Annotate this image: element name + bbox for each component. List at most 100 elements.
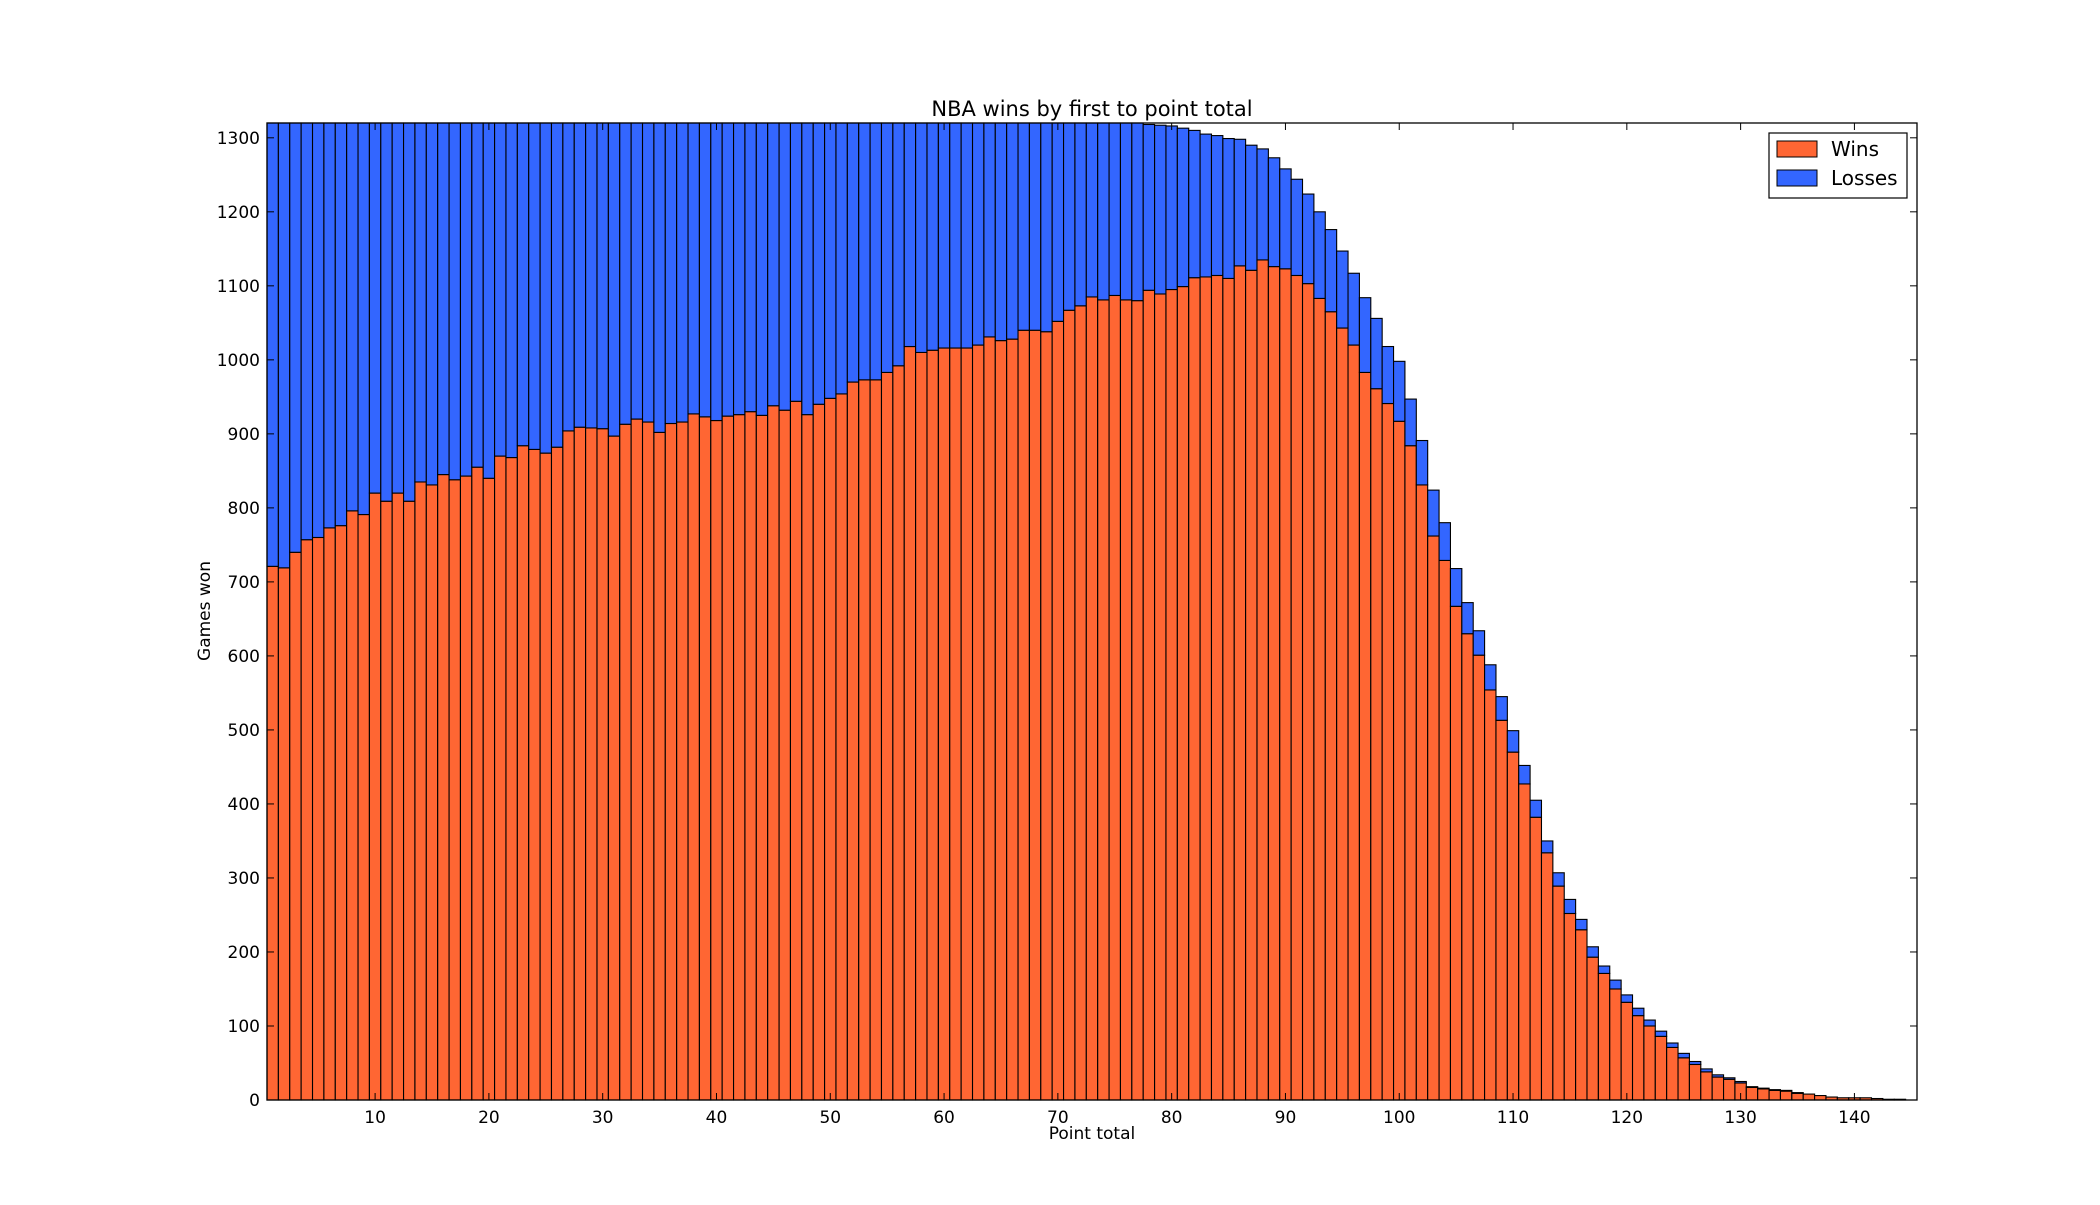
bar-wins-78 [1142,289,1156,1101]
bar-losses-30 [596,122,609,430]
bar-losses-97 [1358,297,1372,373]
bar-losses-66 [1006,122,1019,340]
bar-losses-55 [880,122,894,373]
bar-losses-70 [1051,122,1065,322]
bar-wins-55 [880,371,894,1101]
x-tick-label: 40 [706,1108,728,1128]
bar-losses-95 [1336,250,1349,329]
bar-wins-82 [1188,277,1201,1101]
bar-losses-33 [630,122,644,420]
bar-wins-94 [1324,311,1338,1101]
bar-wins-113 [1540,852,1554,1101]
x-tick-label: 10 [364,1108,386,1128]
bar-losses-19 [471,122,484,468]
bar-losses-83 [1199,133,1213,278]
bar-losses-106 [1461,602,1474,635]
bar-losses-63 [971,122,985,346]
y-tick-label: 1100 [217,277,260,297]
bar-losses-133 [1768,1089,1781,1091]
bar-wins-65 [994,340,1008,1101]
bar-wins-87 [1245,269,1258,1101]
bar-losses-122 [1643,1019,1656,1027]
bar-losses-21 [494,122,507,457]
axis-ticks: 0 100 200 300 400 500 600 700 800 900 1000 1100 1200… [217,123,1917,1128]
y-tick-label: 900 [228,425,260,445]
bar-losses-40 [710,122,723,422]
bar-losses-62 [960,122,974,349]
bar-losses-25 [539,122,553,454]
bar-losses-135 [1791,1092,1804,1094]
bar-losses-111 [1518,764,1531,785]
bar-wins-131 [1745,1086,1759,1101]
bar-wins-42 [732,414,746,1101]
bar-wins-86 [1233,265,1247,1101]
bar-wins-132 [1757,1088,1770,1101]
bar-wins-30 [596,428,609,1101]
bar-wins-121 [1631,1015,1645,1101]
bar-losses-120 [1620,994,1634,1003]
bar-losses-90 [1279,168,1292,270]
bar-losses-82 [1188,129,1201,279]
bar-losses-16 [437,122,450,476]
x-tick-label: 110 [1497,1108,1529,1128]
bar-wins-66 [1006,338,1019,1101]
bar-wins-135 [1791,1092,1804,1101]
bar-losses-124 [1666,1042,1679,1049]
bar-losses-105 [1449,568,1463,607]
bar-losses-126 [1688,1060,1702,1066]
bar-losses-61 [949,122,962,349]
bar-wins-45 [767,405,780,1101]
bar-losses-44 [755,122,769,416]
y-tick-label: 700 [228,573,260,593]
y-tick-label: 1200 [217,203,260,223]
bar-wins-62 [960,347,974,1101]
x-tick-label: 80 [1161,1108,1183,1128]
bar-losses-104 [1438,522,1451,561]
bar-losses-115 [1563,898,1577,915]
bar-wins-61 [949,347,962,1101]
bar-losses-99 [1381,345,1395,405]
bar-wins-128 [1711,1076,1725,1101]
bar-wins-9 [357,513,370,1101]
bar-wins-14 [414,481,427,1101]
bar-wins-46 [778,409,792,1101]
bar-wins-57 [903,345,917,1101]
bar-losses-24 [528,122,541,450]
bar-losses-78 [1142,123,1156,291]
bar-wins-81 [1176,286,1190,1101]
bar-wins-107 [1472,654,1486,1101]
bar-wins-97 [1358,371,1372,1101]
bar-losses-47 [789,122,803,402]
x-tick-label: 140 [1838,1108,1870,1128]
bar-wins-100 [1393,420,1406,1101]
bar-wins-31 [607,435,621,1101]
bar-losses-51 [835,122,848,395]
bar-wins-3 [289,551,302,1101]
bar-losses-28 [573,122,587,428]
bar-losses-65 [994,122,1008,342]
bar-wins-77 [1131,300,1144,1101]
bar-wins-102 [1415,484,1429,1101]
bar-losses-107 [1472,630,1486,656]
bar-wins-123 [1654,1035,1668,1101]
bar-losses-10 [368,122,382,494]
bar-wins-104 [1438,559,1451,1101]
bar-wins-118 [1597,972,1611,1101]
bar-losses-81 [1176,127,1190,288]
bar-wins-54 [869,379,883,1101]
bar-losses-53 [858,122,871,381]
bar-wins-10 [368,492,382,1101]
bar-losses-20 [482,122,496,479]
bar-losses-130 [1734,1080,1747,1084]
bar-wins-36 [664,422,678,1101]
bar-losses-13 [402,122,416,502]
bar-wins-71 [1063,309,1076,1101]
bar-losses-4 [300,122,314,541]
bar-wins-80 [1165,288,1178,1101]
bar-losses-73 [1085,122,1099,298]
bar-wins-48 [801,414,814,1101]
y-axis-title: Games won [195,561,215,661]
bar-wins-112 [1529,816,1543,1101]
bar-losses-1 [266,122,279,567]
bar-wins-70 [1051,320,1065,1101]
